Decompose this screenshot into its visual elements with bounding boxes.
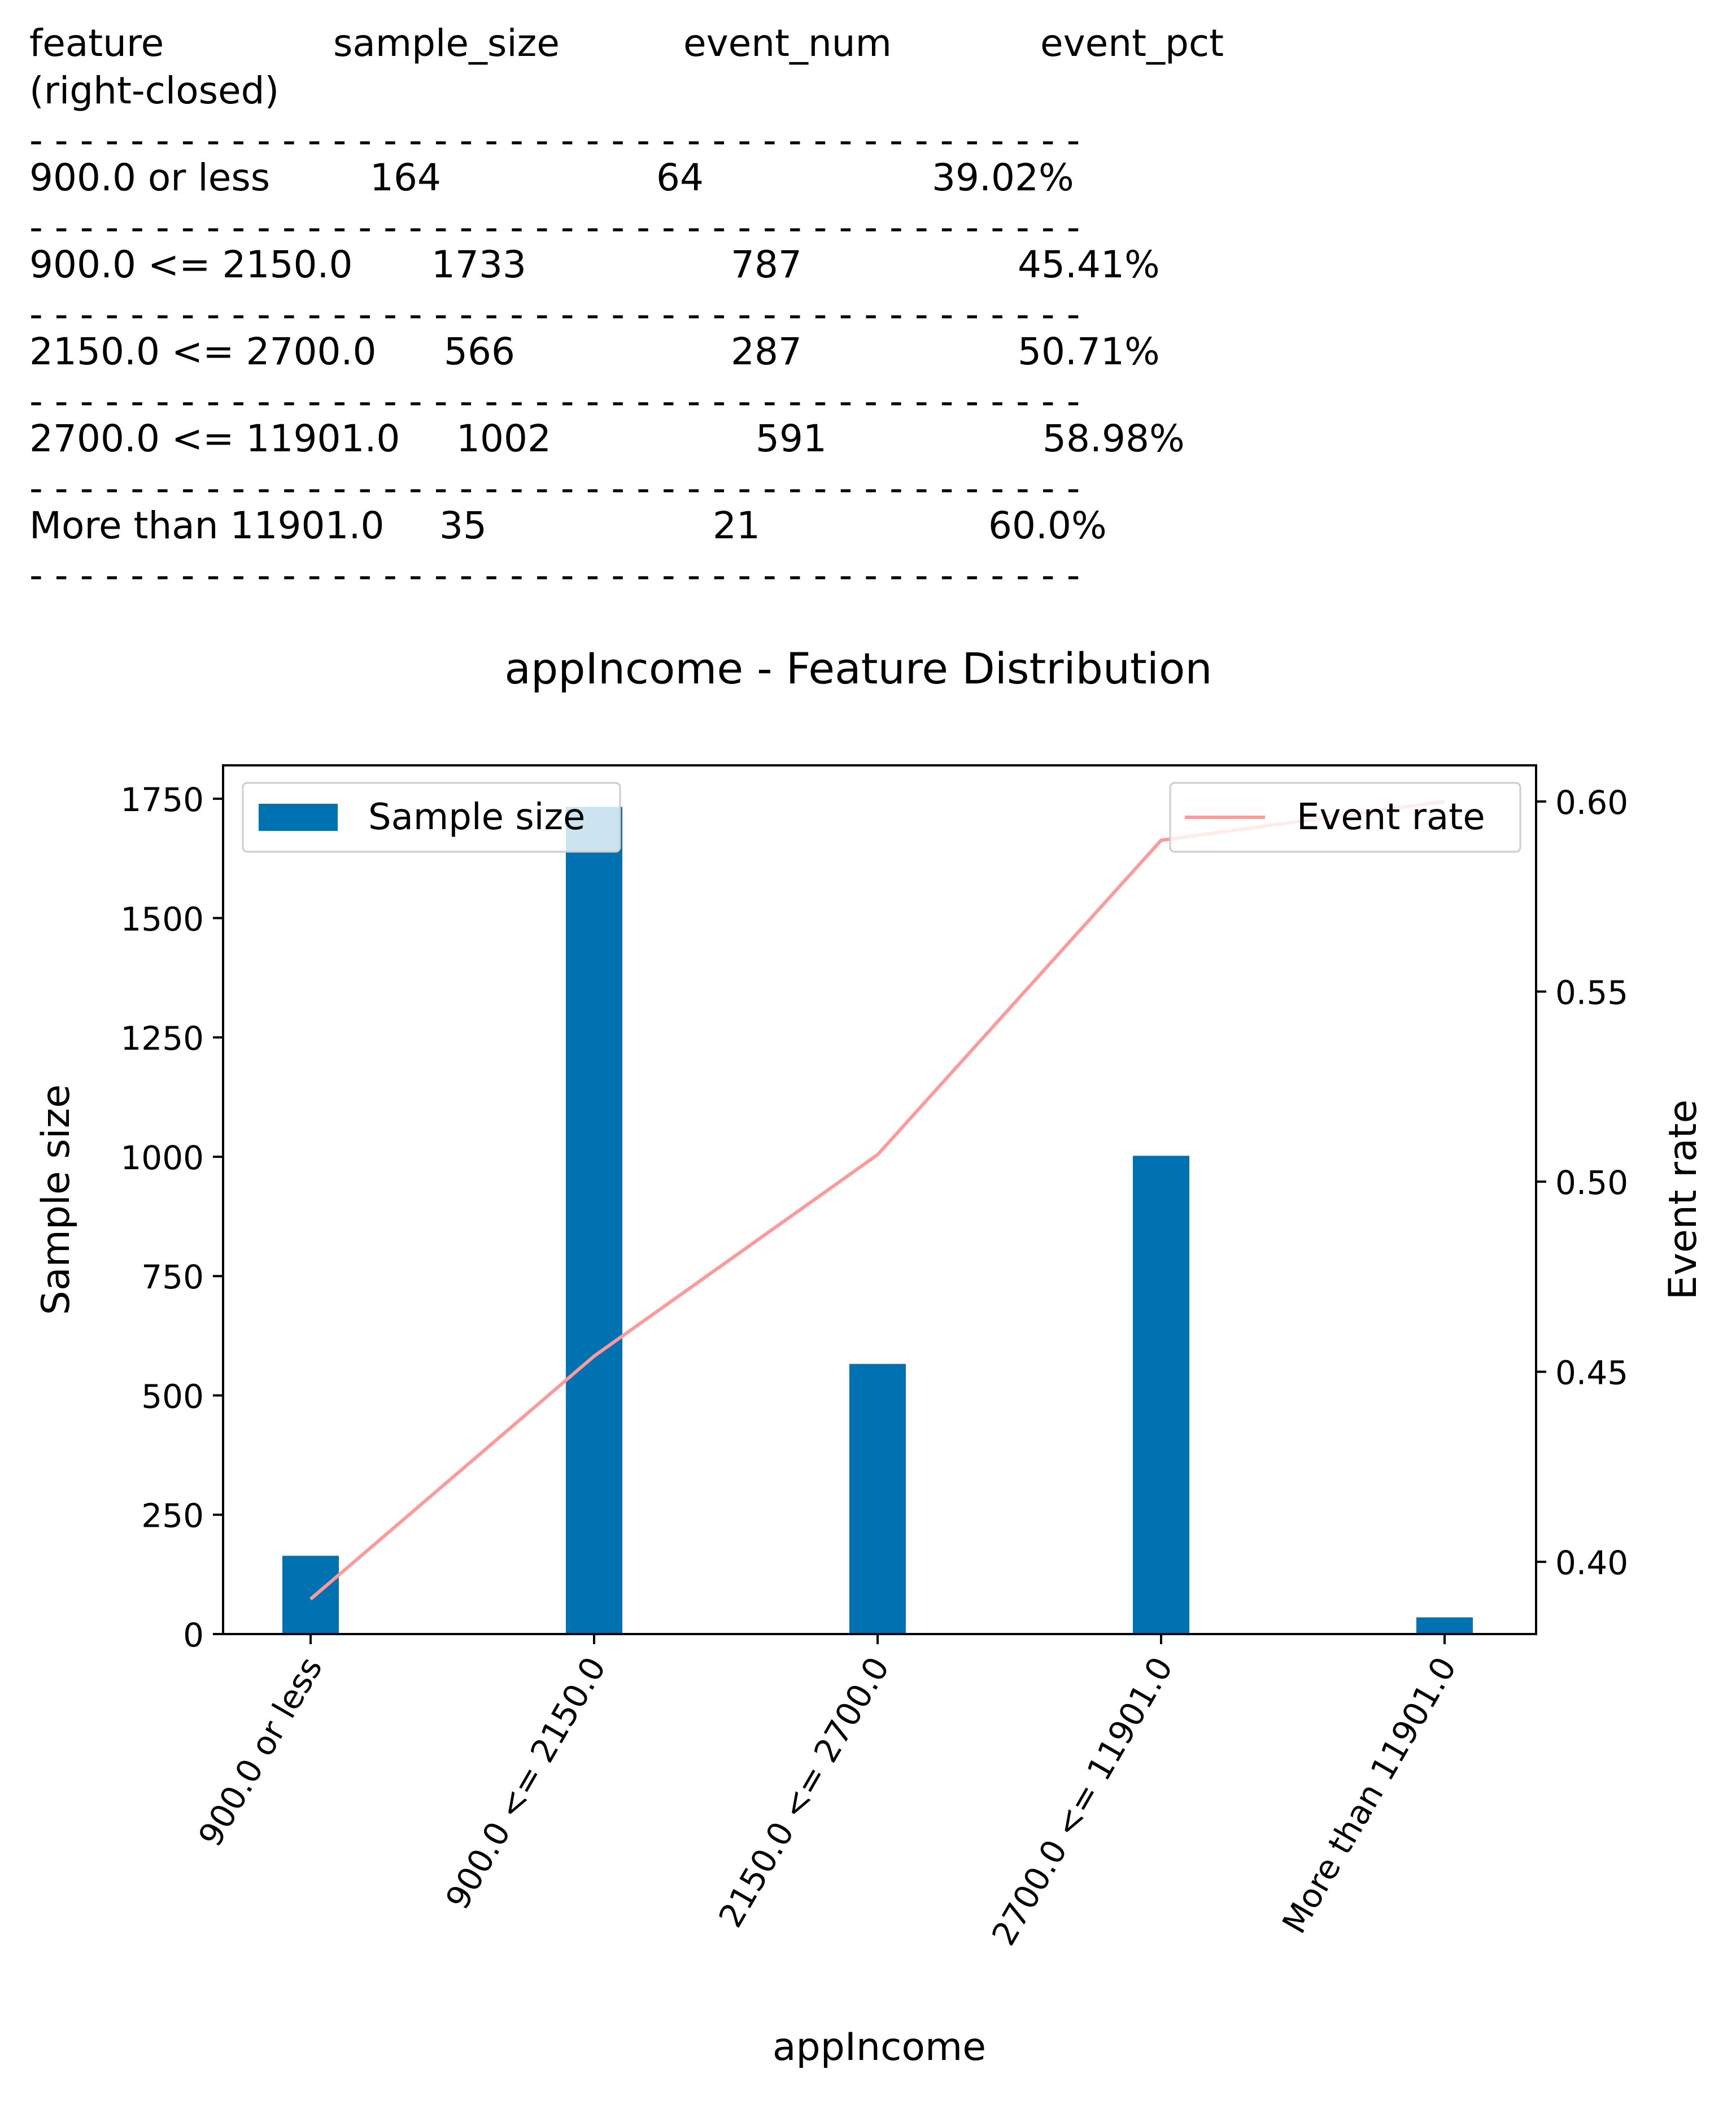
- legend-box: [242, 782, 621, 853]
- y-tick-label: 750: [141, 1258, 204, 1296]
- y-tick-label: 1000: [120, 1139, 204, 1177]
- row-event-num: 21: [713, 504, 760, 547]
- chart: appIncome - Feature Distribution 0 250 500…: [34, 643, 1706, 2070]
- y-tick-label: 1500: [120, 900, 204, 938]
- x-tick-label: 900.0 or less: [191, 1650, 330, 1853]
- row-event-num: 591: [756, 417, 827, 460]
- y2-tick-label: 0.55: [1555, 973, 1628, 1012]
- table-separator: - - - - - - - - - - - - - - - - - - - - …: [29, 470, 1080, 507]
- table-separator: - - - - - - - - - - - - - - - - - - - - …: [29, 557, 1080, 594]
- row-feature: 900.0 or less: [29, 156, 271, 199]
- row-event-num: 287: [731, 330, 802, 373]
- y-tick-label: 250: [141, 1497, 204, 1535]
- x-tick-label: More than 11901.0: [1275, 1650, 1464, 1940]
- row-feature: 900.0 <= 2150.0: [29, 243, 353, 286]
- row-sample-size: 35: [439, 504, 487, 547]
- left-axis-ticks: 0 250 500 750 1000 1250 1500 1750: [120, 781, 223, 1654]
- row-sample-size: 566: [444, 330, 515, 373]
- y2-tick-label: 0.60: [1555, 783, 1628, 822]
- header-feature-sub: (right-closed): [29, 69, 280, 112]
- legend-sample-size: Sample size: [242, 782, 621, 853]
- table-separator: - - - - - - - - - - - - - - - - - - - - …: [29, 122, 1080, 159]
- bars-group: [282, 807, 1473, 1634]
- row-event-pct: 45.41%: [1018, 243, 1160, 286]
- plot-frame: [222, 764, 1537, 1635]
- row-event-num: 64: [656, 156, 704, 199]
- x-tick-label: 2150.0 <= 2700.0: [711, 1650, 897, 1934]
- y-tick-label: 1750: [120, 781, 204, 819]
- row-event-num: 787: [731, 243, 802, 286]
- y-tick-label: 1250: [120, 1020, 204, 1058]
- table-separator: - - - - - - - - - - - - - - - - - - - - …: [29, 209, 1080, 246]
- x-axis-label: appIncome: [773, 2025, 986, 2070]
- y-tick-label: 0: [183, 1616, 204, 1654]
- bar-2: [849, 1364, 906, 1634]
- bar-4: [1416, 1617, 1473, 1634]
- row-event-pct: 39.02%: [932, 156, 1074, 199]
- header-feature: feature: [29, 21, 164, 65]
- chart-title: appIncome - Feature Distribution: [504, 643, 1212, 694]
- legend-label: Sample size: [368, 796, 585, 838]
- row-sample-size: 1733: [431, 243, 526, 286]
- right-axis-ticks: 0.40 0.45 0.50 0.55 0.60: [1536, 783, 1628, 1582]
- row-sample-size: 164: [370, 156, 441, 199]
- y-tick-label: 500: [141, 1377, 204, 1415]
- x-tick-label: 2700.0 <= 11901.0: [984, 1650, 1180, 1952]
- legend-box: [1169, 782, 1521, 853]
- header-event-num: event_num: [683, 21, 892, 65]
- x-axis-ticks: 900.0 or less 900.0 <= 2150.0 2150.0 <= 27…: [191, 1634, 1464, 1952]
- row-event-pct: 60.0%: [988, 504, 1107, 547]
- row-feature: 2150.0 <= 2700.0: [29, 330, 377, 373]
- legend-swatch: [259, 804, 338, 831]
- row-event-pct: 58.98%: [1043, 417, 1185, 460]
- y2-tick-label: 0.50: [1555, 1164, 1628, 1202]
- legend-label: Event rate: [1297, 796, 1485, 838]
- bar-3: [1133, 1156, 1189, 1634]
- y2-tick-label: 0.45: [1555, 1354, 1628, 1392]
- x-tick-label: 900.0 <= 2150.0: [438, 1650, 613, 1916]
- table-separator: - - - - - - - - - - - - - - - - - - - - …: [29, 296, 1080, 333]
- y-axis-label: Sample size: [34, 1084, 78, 1315]
- bar-0: [282, 1556, 339, 1634]
- table-separator: - - - - - - - - - - - - - - - - - - - - …: [29, 383, 1080, 420]
- row-event-pct: 50.71%: [1018, 330, 1160, 373]
- row-feature: 2700.0 <= 11901.0: [29, 417, 400, 460]
- y2-tick-label: 0.40: [1555, 1544, 1628, 1582]
- stats-table: feature (right-closed) sample_size event…: [0, 0, 1736, 599]
- y2-axis-label: Event rate: [1661, 1100, 1706, 1300]
- bar-1: [566, 807, 622, 1634]
- row-feature: More than 11901.0: [29, 504, 385, 547]
- header-sample-size: sample_size: [333, 21, 560, 65]
- row-sample-size: 1002: [456, 417, 551, 460]
- legend-event-rate: Event rate: [1169, 782, 1521, 853]
- header-event-pct: event_pct: [1040, 21, 1224, 65]
